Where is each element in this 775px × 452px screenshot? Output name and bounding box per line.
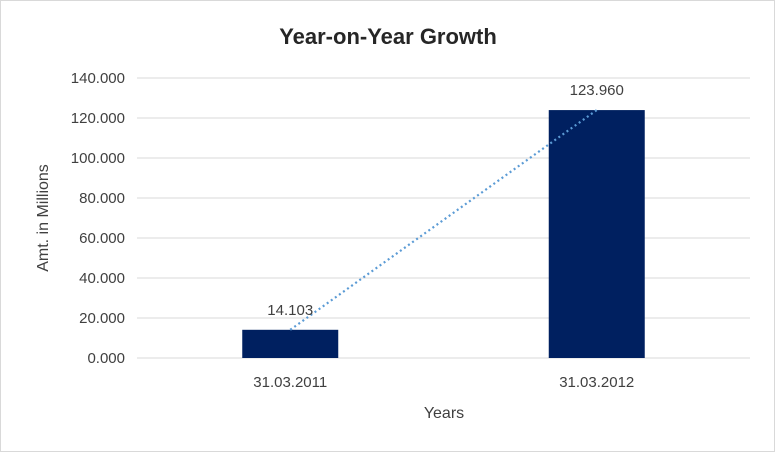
y-tick-label: 40.000: [79, 270, 125, 287]
y-tick-label: 100.000: [71, 150, 125, 167]
bar: [242, 329, 339, 358]
x-tick-label: 31.03.2012: [559, 374, 634, 391]
chart-title: Year-on-Year Growth: [279, 24, 497, 49]
x-axis-label: Years: [424, 405, 464, 422]
y-axis-label: Amt. in Millions: [35, 164, 52, 272]
data-label: 14.103: [267, 302, 313, 319]
y-tick-label: 140.000: [71, 70, 125, 87]
bar: [548, 110, 645, 358]
y-tick-label: 80.000: [79, 190, 125, 207]
y-tick-label: 60.000: [79, 230, 125, 247]
y-tick-label: 0.000: [87, 350, 125, 367]
y-tick-label: 120.000: [71, 110, 125, 127]
x-tick-label: 31.03.2011: [253, 374, 327, 391]
data-label: 123.960: [570, 82, 624, 99]
y-tick-label: 20.000: [79, 310, 125, 327]
